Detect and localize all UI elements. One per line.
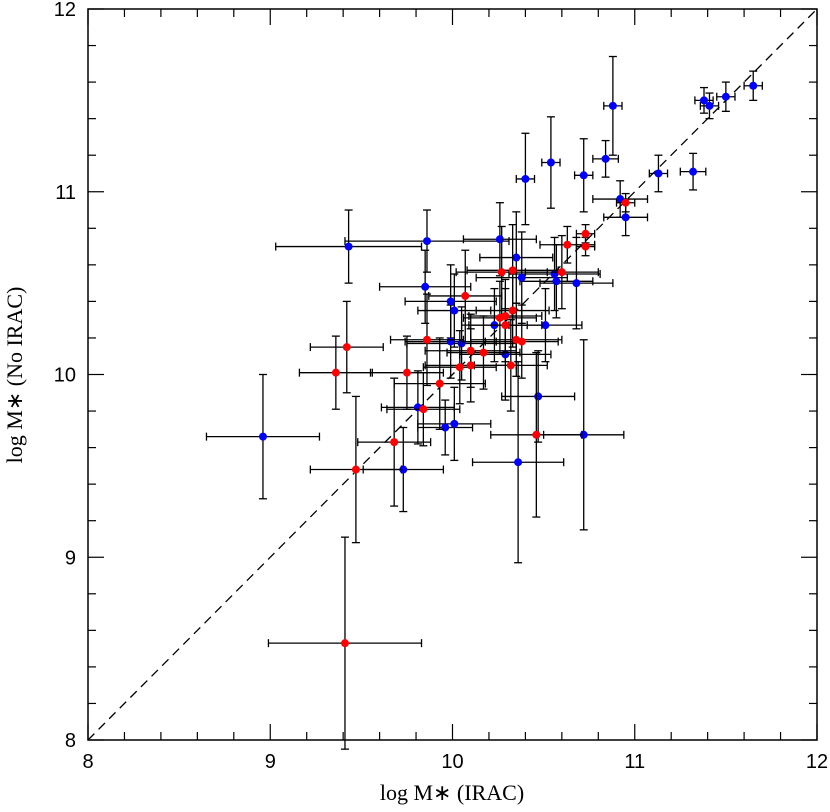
point [700, 96, 709, 105]
point [705, 101, 714, 110]
point [508, 306, 517, 315]
point [621, 213, 630, 222]
x-tick-label: 10 [441, 751, 463, 773]
y-tick-label: 12 [54, 0, 76, 21]
point [344, 242, 353, 251]
one-to-one-line [87, 8, 818, 741]
point [450, 306, 459, 315]
point [608, 101, 617, 110]
point [621, 198, 630, 207]
point [466, 346, 475, 355]
point [351, 465, 360, 474]
point [340, 639, 349, 648]
point [517, 337, 526, 346]
point [534, 392, 543, 401]
point [532, 430, 541, 439]
point [331, 368, 340, 377]
point [419, 405, 428, 414]
point [521, 174, 530, 183]
x-tick-label: 11 [624, 751, 645, 773]
x-tick-label: 8 [82, 751, 93, 773]
point [689, 167, 698, 176]
point [557, 268, 566, 277]
point [508, 266, 517, 275]
point [581, 229, 590, 238]
point [581, 242, 590, 251]
point [446, 297, 455, 306]
point [601, 154, 610, 163]
point [461, 291, 470, 300]
point [501, 321, 510, 330]
point [495, 235, 504, 244]
y-axis-label: log M∗ (No IRAC) [2, 287, 27, 464]
y-tick-label: 10 [54, 365, 76, 387]
point [258, 432, 267, 441]
x-axis-label: log M∗ (IRAC) [380, 780, 524, 805]
point [512, 253, 521, 262]
point [517, 273, 526, 282]
point [541, 321, 550, 330]
point [563, 240, 572, 249]
point [402, 368, 411, 377]
x-tick-label: 12 [806, 751, 828, 773]
point [441, 423, 450, 432]
point [421, 282, 430, 291]
point [422, 237, 431, 246]
point [497, 268, 506, 277]
x-tick-label: 9 [265, 751, 276, 773]
point [506, 361, 515, 370]
point [422, 335, 431, 344]
point [550, 269, 559, 278]
point [495, 313, 504, 322]
y-tick-label: 11 [55, 182, 76, 204]
point [654, 169, 663, 178]
point [721, 92, 730, 101]
point [342, 343, 351, 352]
point [455, 363, 464, 372]
point [514, 458, 523, 467]
point [749, 81, 758, 90]
point [572, 279, 581, 288]
y-tick-label: 8 [65, 730, 76, 752]
point [579, 171, 588, 180]
point [435, 379, 444, 388]
point [390, 438, 399, 447]
point [450, 419, 459, 428]
point [552, 277, 561, 286]
point [546, 158, 555, 167]
point [479, 348, 488, 357]
point [457, 339, 466, 348]
point [466, 361, 475, 370]
y-tick-label: 9 [65, 547, 76, 569]
point [446, 337, 455, 346]
